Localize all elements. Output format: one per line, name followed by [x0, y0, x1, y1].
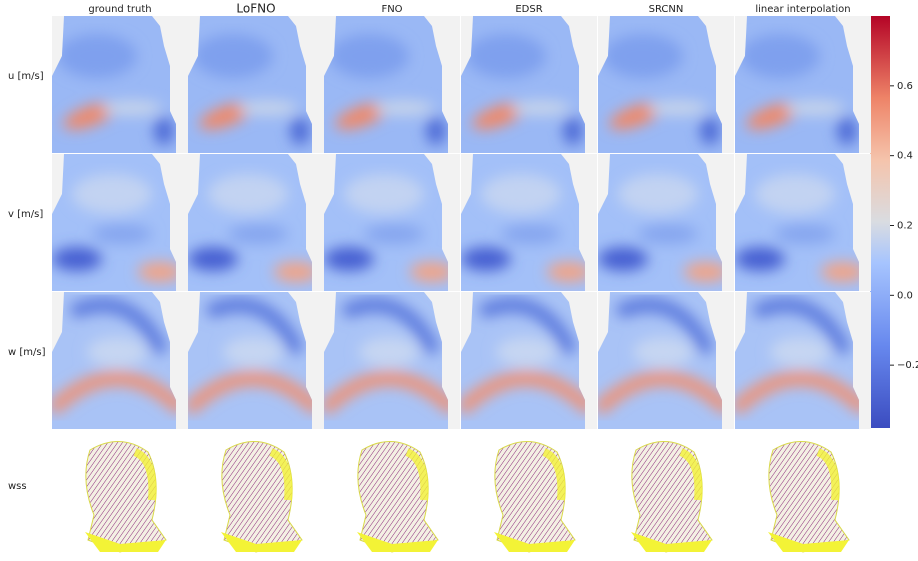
wss-render [631, 441, 712, 552]
heatmap-panel [598, 154, 734, 291]
heatmap-panel [735, 292, 871, 429]
column-title: SRCNN [649, 4, 684, 15]
figure: ground truth LoFNO FNO EDSR SRCNN linear inte… [0, 0, 918, 557]
heatmap-panel [324, 16, 460, 153]
row-label: v [m/s] [8, 209, 43, 220]
wss-render [768, 441, 849, 552]
heatmap-panel [461, 16, 597, 153]
heatmap-panel [52, 154, 188, 291]
wss-render [221, 441, 302, 552]
colorbar-tick-label: 0.0 [897, 290, 913, 301]
colorbar-tick-label: −0.2 [897, 360, 918, 371]
heatmap-panel [188, 292, 324, 429]
heatmap-panel [461, 292, 597, 429]
column-title: ground truth [88, 4, 151, 15]
column-title: LoFNO [236, 2, 275, 16]
heatmap-panel [735, 154, 871, 291]
heatmap-panel [188, 154, 324, 291]
colorbar [870, 16, 890, 428]
row-label: u [m/s] [8, 71, 44, 82]
heatmap-panel [52, 292, 188, 429]
colorbar-tick-label: 0.6 [897, 81, 913, 92]
heatmap-panel [598, 16, 734, 153]
column-title: FNO [381, 4, 402, 15]
heatmap-panel [735, 16, 871, 153]
wss-render [85, 441, 166, 552]
heatmap-panel [324, 154, 460, 291]
heatmap-panel [598, 292, 734, 429]
colorbar-tick-label: 0.2 [897, 220, 913, 231]
row-label: w [m/s] [8, 347, 46, 358]
heatmap-panel [188, 16, 324, 153]
heatmap-panel [461, 154, 597, 291]
heatmap-panel [52, 16, 188, 153]
colorbar-tick-label: 0.4 [897, 151, 913, 162]
column-title: linear interpolation [755, 4, 850, 15]
heatmap-panel [324, 292, 460, 429]
wss-render [357, 441, 438, 552]
column-title: EDSR [515, 4, 542, 15]
wss-render [494, 441, 575, 552]
row-label: wss [8, 481, 27, 492]
